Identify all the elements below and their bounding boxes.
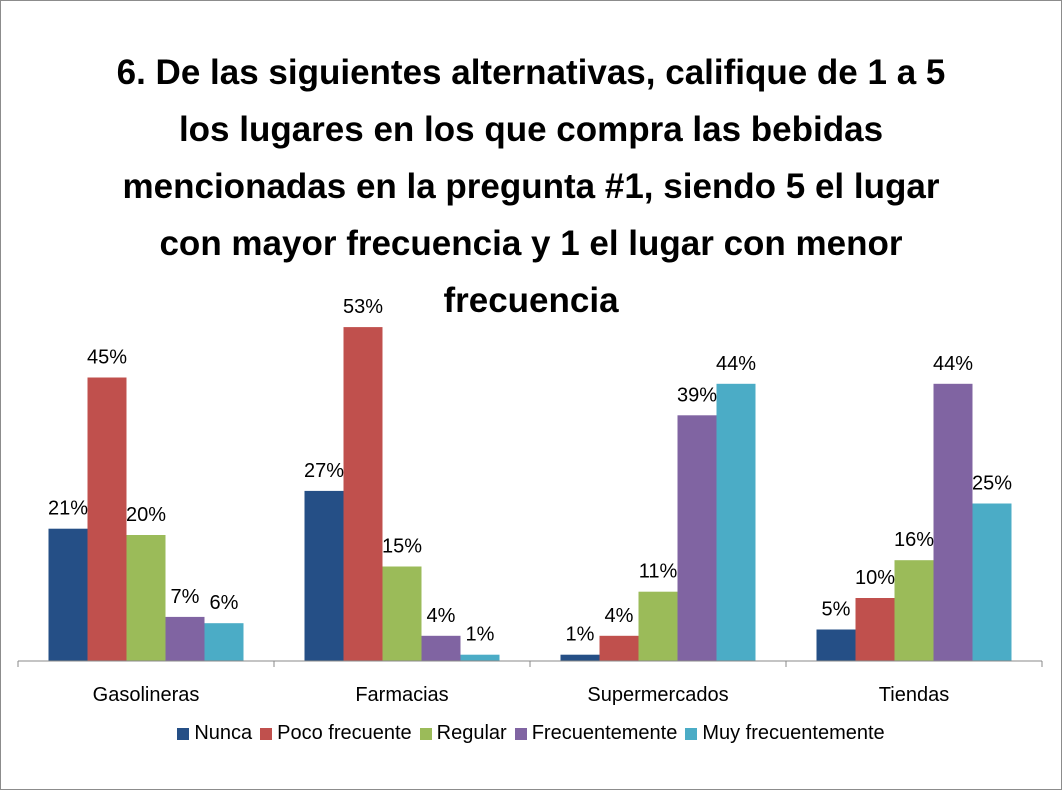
- data-label: 39%: [677, 384, 717, 406]
- legend-item: Frecuentemente: [514, 722, 678, 745]
- x-tick-label: Gasolineras: [93, 684, 200, 706]
- bar: [933, 383, 973, 661]
- legend-swatch: [177, 727, 190, 740]
- data-label: 11%: [639, 561, 678, 583]
- bar: [304, 490, 344, 661]
- data-label: 16%: [894, 529, 934, 551]
- data-label: 6%: [210, 592, 239, 614]
- legend-label: Regular: [436, 722, 507, 744]
- bar: [87, 377, 127, 661]
- legend-swatch: [260, 727, 273, 740]
- bar: [343, 327, 383, 661]
- bar: [638, 591, 678, 661]
- legend-label: Muy frecuentemente: [702, 722, 885, 744]
- data-label: 27%: [304, 460, 344, 482]
- legend-swatch: [419, 727, 432, 740]
- legend-item: Muy frecuentemente: [685, 722, 885, 745]
- data-label: 7%: [171, 586, 200, 608]
- bar: [677, 415, 717, 661]
- data-label: 5%: [822, 599, 851, 621]
- bar: [972, 503, 1012, 661]
- data-label: 25%: [972, 473, 1012, 495]
- legend-item: Regular: [419, 722, 507, 745]
- data-label: 4%: [427, 605, 456, 627]
- bar: [599, 635, 639, 661]
- data-label: 44%: [716, 353, 756, 375]
- bar: [382, 566, 422, 661]
- legend-item: Poco frecuente: [260, 722, 412, 745]
- legend-swatch: [514, 727, 527, 740]
- legend-label: Nunca: [194, 722, 253, 744]
- data-label: 10%: [855, 567, 895, 589]
- legend-label: Poco frecuente: [277, 722, 412, 744]
- data-label: 21%: [48, 498, 88, 520]
- bar: [204, 623, 244, 661]
- legend-swatch: [685, 727, 698, 740]
- data-label: 20%: [126, 504, 166, 526]
- data-label: 53%: [343, 296, 383, 318]
- bar: [816, 629, 856, 661]
- legend-label: Frecuentemente: [531, 722, 678, 744]
- data-label: 1%: [566, 624, 595, 646]
- chart-title: 6. De las siguientes alternativas, calif…: [116, 53, 946, 320]
- x-tick-label: Farmacias: [355, 684, 448, 706]
- bar: [421, 635, 461, 661]
- bar: [460, 654, 500, 661]
- data-label: 44%: [933, 353, 973, 375]
- legend: Nunca Poco frecuente Regular Frecuentemente…: [0, 722, 1062, 745]
- data-label: 15%: [382, 536, 422, 558]
- legend-item: Nunca: [177, 722, 252, 745]
- bar: [126, 535, 166, 661]
- data-label: 1%: [466, 624, 495, 646]
- bar: [48, 528, 88, 661]
- bar: [855, 598, 895, 661]
- data-label: 45%: [87, 347, 127, 369]
- bar: [716, 383, 756, 661]
- bar: [560, 654, 600, 661]
- data-label: 4%: [605, 605, 634, 627]
- bar: [894, 560, 934, 661]
- x-tick-label: Tiendas: [879, 684, 949, 706]
- x-tick-label: Supermercados: [587, 684, 728, 706]
- bar: [165, 616, 205, 661]
